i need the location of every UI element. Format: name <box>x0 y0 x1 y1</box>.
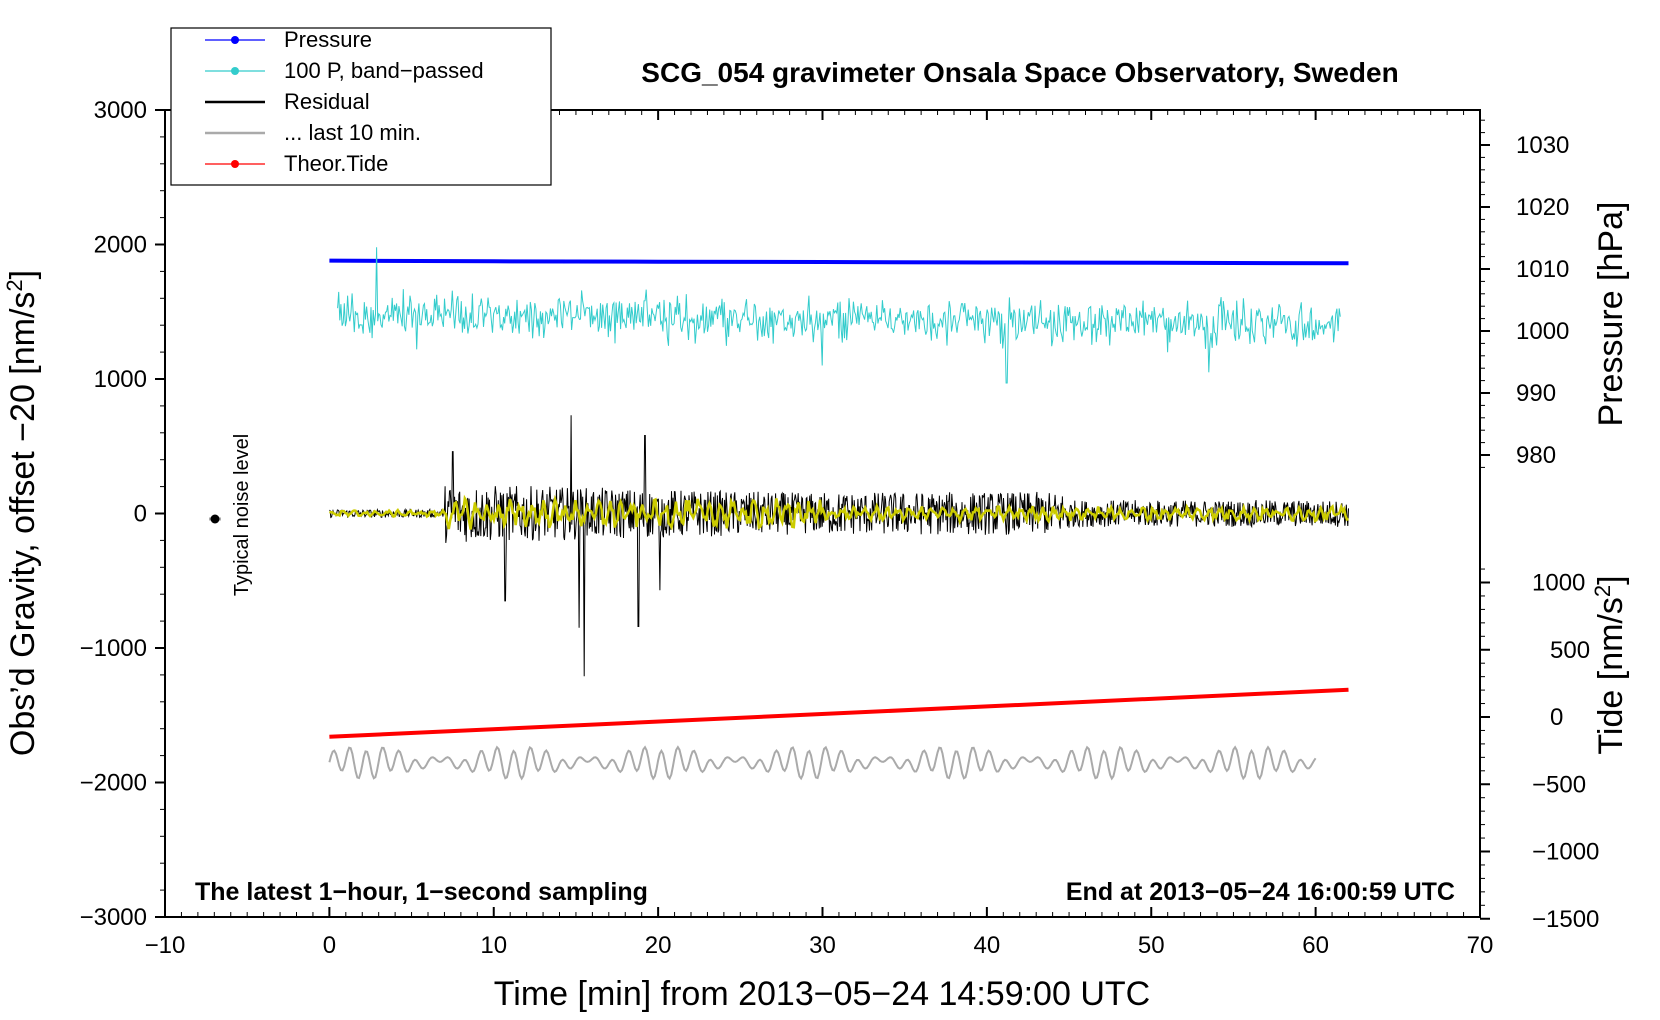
tide-axis-title: Tide [nm/s2] <box>1590 575 1631 754</box>
legend-entry: 100 P, band−passed <box>205 58 484 83</box>
legend-entry: Pressure <box>205 27 372 52</box>
legend-label: Pressure <box>284 27 372 52</box>
tide-tick-label: −500 <box>1532 771 1586 798</box>
pressure-tick-label: 1020 <box>1516 194 1569 221</box>
pressure-tick-label: 1030 <box>1516 132 1569 159</box>
chart-title: SCG_054 gravimeter Onsala Space Observat… <box>641 57 1398 88</box>
left-axis-ticks: −3000 −2000 −1000 0 1000 2000 3000 <box>80 97 165 931</box>
left-tick-label: −2000 <box>80 770 147 797</box>
tide-tick-label: 1000 <box>1532 570 1585 597</box>
bandpassed-series <box>337 247 1341 384</box>
left-axis-title: Obs’d Gravity, offset −20 [nm/s2] <box>2 270 43 756</box>
legend-label: Residual <box>284 89 370 114</box>
x-axis-title: Time [min] from 2013−05−24 14:59:00 UTC <box>494 975 1150 1013</box>
left-tick-label: 2000 <box>94 232 147 259</box>
left-tick-label: 1000 <box>94 366 147 393</box>
noise-level-label: Typical noise level <box>231 434 253 596</box>
legend-marker <box>231 36 239 44</box>
tide-axis-ticks: −1500 −1000 −500 0 500 1000 <box>1480 568 1599 933</box>
legend-label: ... last 10 min. <box>284 120 421 145</box>
legend-marker <box>231 160 239 168</box>
noise-level-marker <box>209 514 221 524</box>
legend-entry: ... last 10 min. <box>205 120 421 145</box>
x-axis-ticks: −10 0 10 20 30 40 50 60 70 <box>145 110 1494 959</box>
x-tick-label: 30 <box>809 932 836 959</box>
legend-entry: Residual <box>205 89 370 114</box>
pressure-tick-label: 1000 <box>1516 318 1569 345</box>
pressure-tick-label: 1010 <box>1516 256 1569 283</box>
x-tick-label: 40 <box>974 932 1001 959</box>
pressure-axis-title: Pressure [hPa] <box>1592 202 1630 427</box>
residual-series <box>329 415 1349 677</box>
x-tick-label: 60 <box>1302 932 1329 959</box>
legend-entry: Theor.Tide <box>205 151 388 176</box>
end-time-annotation: End at 2013−05−24 16:00:59 UTC <box>1066 878 1455 906</box>
x-tick-label: 0 <box>323 932 336 959</box>
legend-box <box>170 27 552 186</box>
residual-smoothed-series <box>329 494 1349 531</box>
tide-tick-label: −1000 <box>1532 839 1599 866</box>
pressure-axis-ticks: 980 990 1000 1010 1020 1030 <box>1480 119 1569 469</box>
x-tick-label: −10 <box>145 932 186 959</box>
pressure-tick-label: 990 <box>1516 380 1556 407</box>
left-tick-label: 0 <box>134 501 147 528</box>
last-10-min-series <box>328 745 1317 781</box>
series-group <box>328 247 1349 781</box>
x-tick-label: 10 <box>480 932 507 959</box>
left-tick-label: 3000 <box>94 97 147 124</box>
left-tick-label: −1000 <box>80 635 147 662</box>
legend-label: 100 P, band−passed <box>284 58 484 83</box>
pressure-series <box>329 258 1349 266</box>
tide-tick-label: 500 <box>1550 637 1590 664</box>
tide-tick-label: −1500 <box>1532 906 1599 933</box>
tide-tick-label: 0 <box>1550 704 1563 731</box>
x-tick-label: 50 <box>1138 932 1165 959</box>
legend-marker <box>231 67 239 75</box>
x-tick-label: 20 <box>645 932 672 959</box>
sampling-annotation: The latest 1−hour, 1−second sampling <box>195 878 648 906</box>
pressure-tick-label: 980 <box>1516 442 1556 469</box>
tide-series <box>329 687 1349 739</box>
legend-label: Theor.Tide <box>284 151 388 176</box>
x-tick-label: 70 <box>1467 932 1494 959</box>
left-tick-label: −3000 <box>80 904 147 931</box>
legend: Pressure 100 P, band−passed Residual ... la… <box>170 27 552 186</box>
